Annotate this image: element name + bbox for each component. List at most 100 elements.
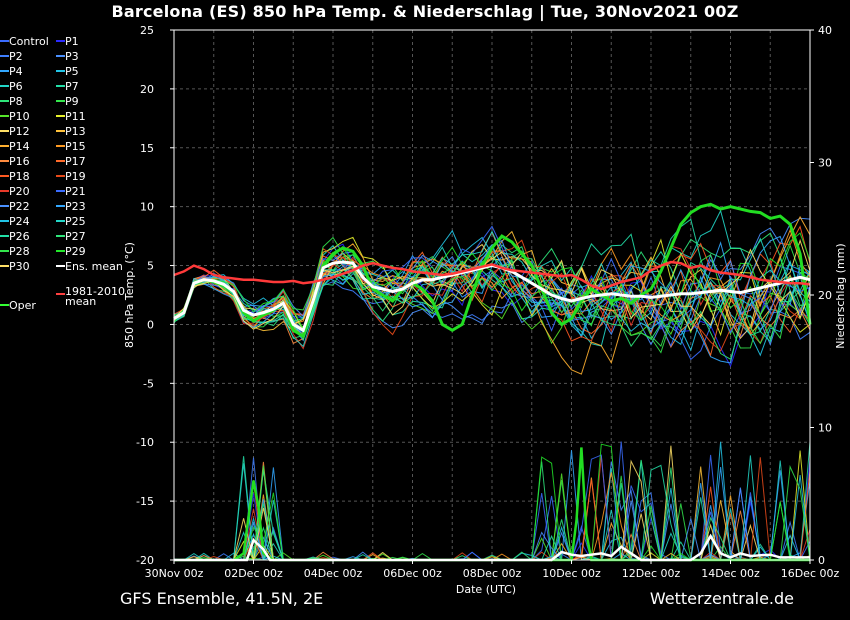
legend-item: P12 [0, 124, 30, 139]
legend-swatch [0, 40, 9, 42]
y-tick-label: 0 [147, 318, 154, 331]
legend-item: P27 [56, 229, 86, 244]
legend-swatch [56, 145, 65, 147]
legend-item: P7 [56, 79, 79, 94]
legend-swatch [0, 145, 9, 147]
legend-label: P14 [9, 140, 30, 153]
legend-label: P29 [65, 245, 86, 258]
legend-item: P1 [56, 34, 79, 49]
legend-label: P1 [65, 35, 79, 48]
legend-label: P10 [9, 110, 30, 123]
member-line [173, 230, 811, 336]
legend-label: P30 [9, 260, 30, 273]
legend-label: P27 [65, 230, 86, 243]
x-tick-label: 02Dec 00z [224, 567, 283, 580]
legend-item: P17 [56, 154, 86, 169]
y2-tick-label: 30 [818, 157, 832, 170]
legend-item: P8 [0, 94, 23, 109]
legend-swatch [0, 205, 9, 207]
legend-item: P13 [56, 124, 86, 139]
y-tick-label: 20 [140, 83, 154, 96]
legend-item: P3 [56, 49, 79, 64]
legend-item: P18 [0, 169, 30, 184]
x-tick-label: 08Dec 00z [463, 567, 522, 580]
legend-label: P4 [9, 65, 23, 78]
legend-swatch [56, 175, 65, 177]
x-tick-label: 06Dec 00z [383, 567, 442, 580]
legend-label: P13 [65, 125, 86, 138]
legend-label: P24 [9, 215, 30, 228]
precip-ens-mean [174, 533, 810, 562]
legend-item: P10 [0, 109, 30, 124]
legend-item: P29 [56, 244, 86, 259]
legend-label: P12 [9, 125, 30, 138]
legend-item: P24 [0, 214, 30, 229]
legend-item: Ens. mean [56, 259, 123, 274]
x-tick-label: 04Dec 00z [304, 567, 363, 580]
legend-label: P16 [9, 155, 30, 168]
highlight-series [173, 202, 812, 339]
legend-label: P5 [65, 65, 79, 78]
legend-item: P4 [0, 64, 23, 79]
x-axis-label: Date (UTC) [456, 583, 516, 596]
legend-item: Oper [0, 298, 36, 313]
legend-label: P18 [9, 170, 30, 183]
legend-item: Control [0, 34, 49, 49]
x-tick-label: 12Dec 00z [622, 567, 681, 580]
member-line [173, 248, 811, 330]
member-line [173, 232, 811, 340]
legend-item: P20 [0, 184, 30, 199]
legend-label: P8 [9, 95, 23, 108]
legend-swatch [0, 130, 9, 132]
legend-item: P6 [0, 79, 23, 94]
legend-swatch [56, 70, 65, 72]
legend-item: P19 [56, 169, 86, 184]
legend-swatch [56, 100, 65, 102]
legend-swatch [56, 293, 65, 295]
legend-label: P17 [65, 155, 86, 168]
legend-item: P2 [0, 49, 23, 64]
legend-label: P3 [65, 50, 79, 63]
legend-swatch [0, 235, 9, 237]
legend-label: P6 [9, 80, 23, 93]
legend-item: P25 [56, 214, 86, 229]
member-line [173, 236, 811, 354]
legend-label: P2 [9, 50, 23, 63]
legend-label: P28 [9, 245, 30, 258]
legend-swatch [56, 220, 65, 222]
legend-label: P9 [65, 95, 79, 108]
legend-swatch [56, 40, 65, 42]
member-line [173, 255, 811, 360]
legend-swatch [56, 55, 65, 57]
legend-label: Ens. mean [65, 260, 123, 273]
legend-swatch [0, 304, 9, 306]
x-tick-label: 10Dec 00z [542, 567, 601, 580]
legend-swatch [0, 55, 9, 57]
legend-swatch [0, 85, 9, 87]
legend-swatch [56, 265, 65, 267]
x-tick-label: 16Dec 00z [781, 567, 840, 580]
y-tick-label: -15 [136, 495, 154, 508]
legend-item: 1981-2010 mean [56, 286, 125, 307]
legend-swatch [0, 220, 9, 222]
legend-item: P14 [0, 139, 30, 154]
axes [170, 29, 814, 564]
legend-swatch [56, 115, 65, 117]
legend-swatch [0, 70, 9, 72]
legend-item: P11 [56, 109, 86, 124]
legend-label: P11 [65, 110, 86, 123]
legend-item: P28 [0, 244, 30, 259]
tick-labels: -20 -15 -10 -5 0 5 10 15 20 25 0 10 20 30 40 30Nov 00z 0… [136, 24, 839, 580]
legend-swatch [56, 235, 65, 237]
y2-tick-label: 20 [818, 289, 832, 302]
y-axis-label: 850 hPa Temp. (°C) [123, 242, 136, 348]
member-line [173, 218, 811, 343]
series-1981-2010-mean [173, 260, 811, 291]
y-tick-label: 5 [147, 260, 154, 273]
legend-label: P7 [65, 80, 79, 93]
legend-item: P26 [0, 229, 30, 244]
legend-item: P5 [56, 64, 79, 79]
legend-swatch [0, 115, 9, 117]
y-tick-label: 15 [140, 142, 154, 155]
